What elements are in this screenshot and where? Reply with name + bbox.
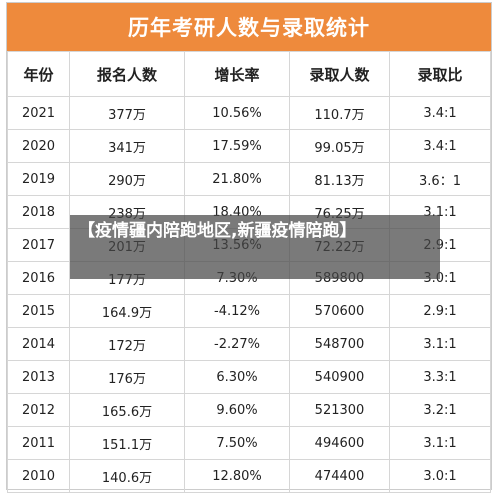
table-cell: 99.05万 [289,129,390,163]
table-cell: 176万 [69,360,185,394]
header-cell: 录取比 [389,51,491,97]
table-cell: 10.56% [184,96,290,130]
table-cell: 2013 [7,360,70,394]
table-cell: 3.3:1 [389,360,491,394]
table-cell: 570600 [289,294,390,328]
table-cell: 548700 [289,327,390,361]
table-cell: 540900 [289,360,390,394]
table-cell: 2021 [7,96,70,130]
title: 历年考研人数与录取统计 [7,3,491,51]
table-cell: 3.6：1 [389,162,491,196]
table-cell: -4.12% [184,294,290,328]
table-cell: 3.1:1 [389,327,491,361]
header-cell: 录取人数 [289,51,390,97]
table-cell: 6.30% [184,360,290,394]
table-row: 2012 165.6万 9.60% 521300 3.2:1 [7,393,491,427]
table-cell: 3.1:1 [389,426,491,460]
table-body: 2021 377万 10.56% 110.7万 3.4:1 2020 341万 17.59% 9… [7,96,491,493]
table-cell: 2017 [7,228,70,262]
table-row: 2010 140.6万 12.80% 474400 3.0:1 [7,459,491,493]
table-cell: 2015 [7,294,70,328]
table-cell: 2014 [7,327,70,361]
table-cell: 2.9:1 [389,294,491,328]
header-cell: 报名人数 [69,51,185,97]
table-row: 2013 176万 6.30% 540900 3.3:1 [7,360,491,394]
table-cell: -2.27% [184,327,290,361]
table-cell: 377万 [69,96,185,130]
table-cell: 172万 [69,327,185,361]
table-cell: 12.80% [184,459,290,493]
table-cell: 17.59% [184,129,290,163]
table-cell: 21.80% [184,162,290,196]
table-cell: 3.2:1 [389,393,491,427]
table-cell: 290万 [69,162,185,196]
table-cell: 3.0:1 [389,459,491,493]
header-row: 年份 报名人数 增长率 录取人数 录取比 [7,51,491,97]
table-cell: 521300 [289,393,390,427]
table-cell: 3.4:1 [389,129,491,163]
table-cell: 110.7万 [289,96,390,130]
table-cell: 2016 [7,261,70,295]
header-cell: 年份 [7,51,70,97]
table-row: 2015 164.9万 -4.12% 570600 2.9:1 [7,294,491,328]
table-cell: 2011 [7,426,70,460]
overlay-banner: 【疫情疆内陪跑地区,新疆疫情陪跑】 [70,215,440,279]
table-cell: 2010 [7,459,70,493]
table-cell: 474400 [289,459,390,493]
table-cell: 3.4:1 [389,96,491,130]
table-row: 2014 172万 -2.27% 548700 3.1:1 [7,327,491,361]
table-cell: 9.60% [184,393,290,427]
table-cell: 151.1万 [69,426,185,460]
table-cell: 2012 [7,393,70,427]
table-row: 2021 377万 10.56% 110.7万 3.4:1 [7,96,491,130]
table-cell: 7.50% [184,426,290,460]
table-cell: 2019 [7,162,70,196]
table-cell: 164.9万 [69,294,185,328]
table-row: 2020 341万 17.59% 99.05万 3.4:1 [7,129,491,163]
table-cell: 341万 [69,129,185,163]
table-cell: 81.13万 [289,162,390,196]
table-cell: 494600 [289,426,390,460]
table-cell: 140.6万 [69,459,185,493]
header-cell: 增长率 [184,51,290,97]
table-cell: 2018 [7,195,70,229]
table-cell: 165.6万 [69,393,185,427]
table-cell: 2020 [7,129,70,163]
table-row: 2011 151.1万 7.50% 494600 3.1:1 [7,426,491,460]
table-row: 2019 290万 21.80% 81.13万 3.6：1 [7,162,491,196]
